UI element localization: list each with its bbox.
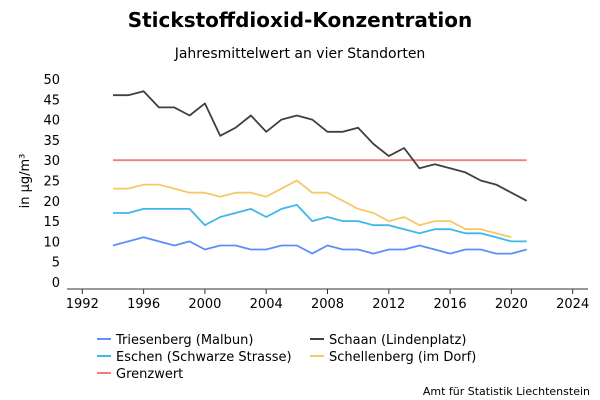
chart-title: Stickstoffdioxid-Konzentration [128,8,473,32]
series-line-triesenberg-malbun [112,236,527,255]
legend-label: Grenzwert [116,367,183,382]
source-note: Amt für Statistik Liechtenstein [423,385,590,398]
x-tick-label: 1996 [127,297,160,312]
y-tick-label: 10 [43,235,60,250]
y-tick-label: 5 [52,256,60,271]
legend-label: Schellenberg (im Dorf) [329,350,476,365]
x-axis: 1992 1996 2000 2004 2008 2012 2016 2020 2024 [66,288,589,312]
y-tick-label: 15 [43,215,60,230]
legend-label: Eschen (Schwarze Strasse) [116,350,292,365]
y-tick-label: 20 [43,195,60,210]
legend: Triesenberg (Malbun) Schaan (Lindenplatz)… [97,333,476,382]
y-tick-label: 25 [43,175,60,190]
x-tick-label: 2008 [311,297,344,312]
x-tick-label: 1992 [66,297,99,312]
series-line-eschen-schwarze-strasse [113,203,527,243]
y-axis-label: in µg/m³ [18,154,33,209]
y-tick-label: 45 [43,93,60,108]
x-tick-label: 2004 [250,297,283,312]
series-line-schaan-lindenplatz [113,90,528,202]
y-tick-label: 40 [43,114,60,129]
x-tick-label: 2024 [556,297,589,312]
legend-label: Triesenberg (Malbun) [115,333,253,348]
x-tick-label: 2016 [434,297,467,312]
y-tick-label: 50 [43,73,60,88]
series-line-schellenberg-im-dorf [113,179,512,239]
x-tick-label: 2012 [372,297,405,312]
x-tick-label: 2020 [495,297,528,312]
series-lines [112,90,528,255]
y-tick-label: 0 [52,276,60,291]
legend-label: Schaan (Lindenplatz) [329,333,466,348]
y-tick-label: 35 [43,134,60,149]
y-axis: 0 5 10 15 20 25 30 35 40 45 50 [43,73,60,291]
x-tick-label: 2000 [188,297,221,312]
chart-subtitle: Jahresmittelwert an vier Standorten [174,46,426,62]
y-tick-label: 30 [43,154,60,169]
